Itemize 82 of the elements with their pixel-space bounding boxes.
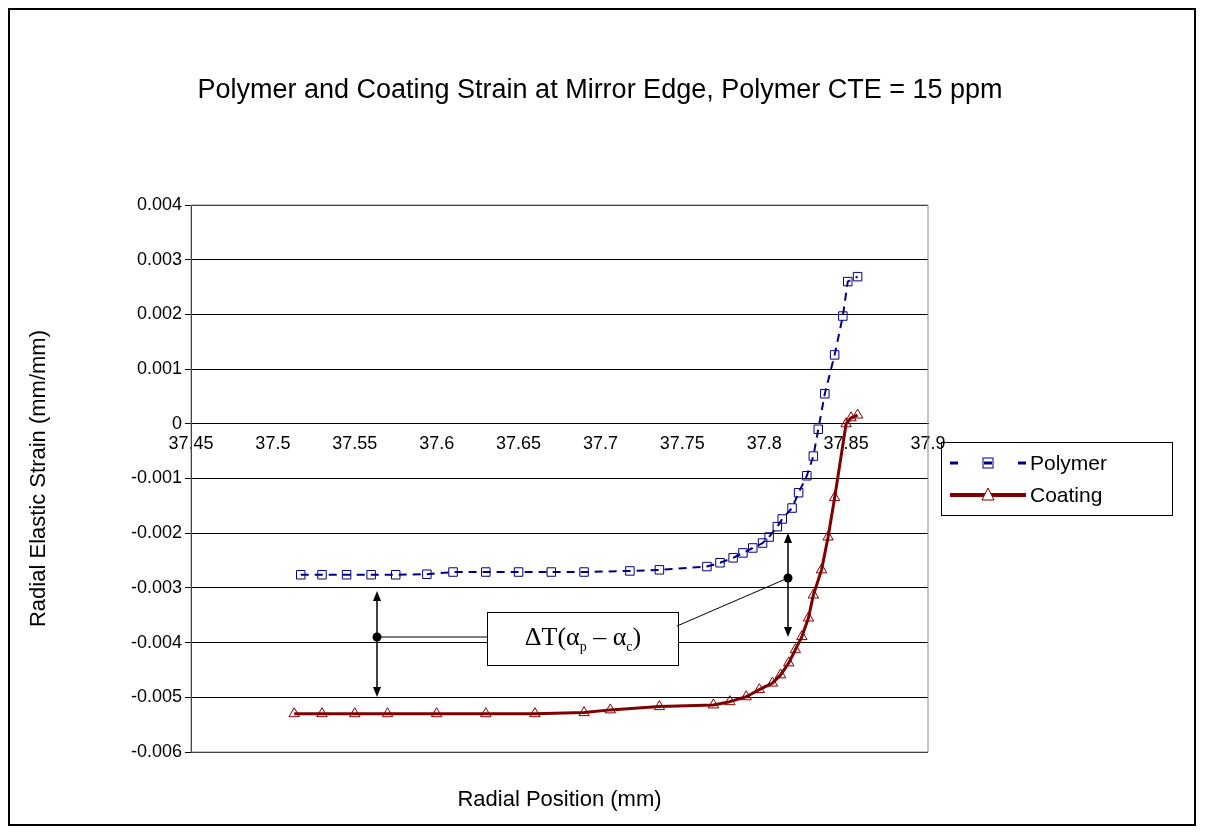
point [783, 656, 795, 667]
point [707, 698, 720, 709]
y-tick-label: 0.003 [136, 248, 182, 269]
point [845, 411, 857, 422]
y-tick-label: -0.003 [130, 576, 182, 597]
point [724, 695, 736, 706]
y-tick-label: 0.004 [136, 193, 182, 214]
point [748, 543, 758, 553]
point [802, 611, 815, 622]
point [702, 561, 712, 572]
point [430, 707, 443, 718]
x-tick-label: 37.55 [332, 432, 378, 453]
x-tick-label: 37.7 [582, 432, 618, 453]
point [802, 471, 812, 481]
point [480, 707, 492, 718]
point [774, 668, 787, 679]
point [728, 553, 738, 563]
point [422, 569, 432, 579]
point [764, 532, 774, 542]
point [807, 588, 820, 599]
point [808, 451, 819, 461]
point [316, 707, 328, 718]
y-tick-label: 0.001 [136, 358, 182, 379]
point [625, 566, 635, 576]
point [546, 567, 557, 577]
y-tick-label: -0.001 [130, 467, 182, 488]
point [838, 311, 848, 321]
y-tick-label: -0.005 [130, 686, 182, 707]
point [738, 548, 748, 558]
x-tick-label: 37.5 [255, 432, 291, 453]
point [390, 570, 401, 580]
point [757, 538, 768, 548]
point [813, 424, 824, 435]
point [753, 683, 766, 694]
y-tick-label: 0.002 [136, 303, 182, 324]
point [777, 514, 787, 524]
point [341, 570, 352, 580]
point [654, 565, 665, 575]
point [851, 408, 864, 419]
point [740, 690, 752, 701]
x-tick-label: 37.75 [659, 432, 705, 453]
point [787, 503, 797, 513]
point [579, 567, 589, 577]
point [772, 521, 783, 532]
chart-title: Polymer and Coating Strain at Mirror Edge, Polymer CTE = 15 ppm [196, 73, 1004, 106]
point [715, 558, 725, 568]
point [789, 643, 802, 654]
point [295, 570, 306, 580]
y-tick-label: -0.002 [130, 522, 182, 543]
point [513, 567, 524, 577]
y-tick-label: -0.004 [130, 631, 182, 652]
point [288, 707, 300, 718]
x-axis-title: Radial Position (mm) [456, 786, 663, 812]
point [381, 707, 394, 718]
point [852, 271, 863, 282]
point [578, 706, 590, 717]
point [317, 570, 327, 580]
annotation: ΔT(α$_{p}$ – α$_{c}$) [524, 622, 642, 656]
point [481, 567, 491, 577]
point [822, 530, 834, 541]
point [349, 707, 361, 718]
y-axis-title: Radial Elastic Strain (mm/mm) [25, 329, 51, 628]
x-tick-label: 37.65 [496, 432, 542, 453]
y-tick-label: 0 [171, 412, 182, 433]
point [793, 487, 804, 498]
point [820, 388, 830, 399]
point [366, 570, 376, 580]
x-tick-label: 37.8 [746, 432, 782, 453]
point [828, 491, 841, 502]
legend-label: Coating [1030, 483, 1103, 507]
legend-label: Polymer [1030, 451, 1108, 475]
y-tick-label: -0.006 [130, 740, 182, 761]
point [529, 707, 541, 718]
point [843, 276, 853, 287]
point [829, 350, 840, 360]
point [815, 563, 828, 574]
point [840, 417, 852, 428]
x-tick-label: 37.6 [419, 432, 455, 453]
point [653, 700, 666, 711]
point [604, 703, 616, 714]
point [796, 630, 808, 641]
point [448, 567, 458, 577]
